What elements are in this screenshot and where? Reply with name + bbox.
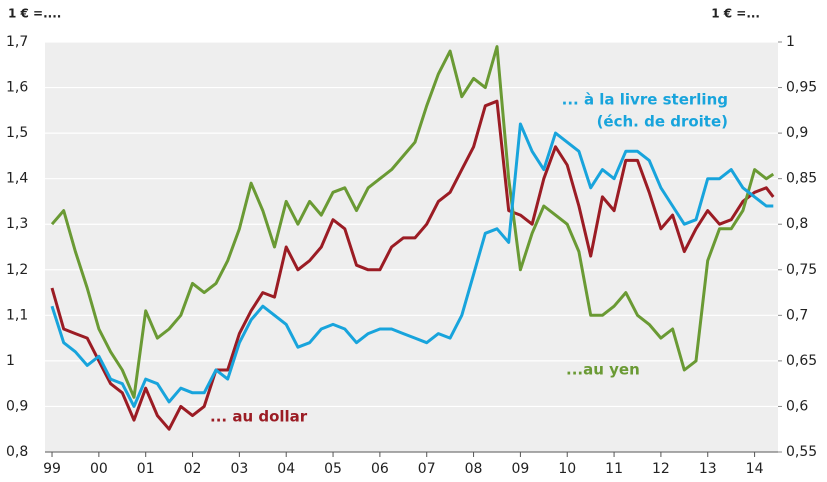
annotation: ... au dollar <box>210 408 308 426</box>
x-tick-label: 07 <box>418 461 436 477</box>
y2-tick-label: 0,9 <box>786 125 808 141</box>
x-tick-label: 05 <box>324 461 342 477</box>
y2-tick-label: 0,95 <box>786 80 817 96</box>
series-line <box>50 122 774 408</box>
x-tick-label: 04 <box>277 461 295 477</box>
y2-tick-label: 0,8 <box>786 216 808 232</box>
x-tick-label: 02 <box>184 461 202 477</box>
series-line <box>50 99 775 431</box>
y-tick-label: 0,8 <box>6 444 28 460</box>
y-tick-label: 1,3 <box>6 216 28 232</box>
y-tick-label: 1,5 <box>6 125 28 141</box>
x-tick-label: 11 <box>605 461 623 477</box>
x-tick-label: 12 <box>652 461 670 477</box>
annotation: ...au yen <box>566 361 640 379</box>
x-tick-label: 14 <box>746 461 764 477</box>
y2-tick-label: 0,6 <box>786 398 808 414</box>
y2-tick-label: 0,75 <box>786 262 817 278</box>
y-tick-label: 1 <box>6 353 15 369</box>
annotation: ... à la livre sterling <box>562 91 728 109</box>
y-axis-label: 1 € =.... <box>8 7 61 21</box>
y-tick-label: 0,9 <box>6 398 28 414</box>
x-tick-label: 99 <box>43 461 61 477</box>
x-tick-label: 09 <box>511 461 529 477</box>
x-tick-label: 13 <box>699 461 717 477</box>
x-tick-label: 08 <box>465 461 483 477</box>
y-tick-label: 1,7 <box>6 34 28 50</box>
x-tick-label: 01 <box>137 461 155 477</box>
x-tick-label: 10 <box>558 461 576 477</box>
x-tick-label: 06 <box>371 461 389 477</box>
x-tick-label: 00 <box>90 461 108 477</box>
y2-tick-label: 0,65 <box>786 353 817 369</box>
y-tick-label: 1,1 <box>6 307 28 323</box>
plot-area <box>45 42 778 452</box>
y2-tick-label: 1 <box>786 34 795 50</box>
y2-axis-label: 1 € =... <box>711 7 760 21</box>
y-tick-label: 1,4 <box>6 171 28 187</box>
y2-tick-label: 0,7 <box>786 307 808 323</box>
y-tick-label: 1,6 <box>6 80 28 96</box>
series-line <box>50 45 775 399</box>
y2-tick-label: 0,55 <box>786 444 817 460</box>
y2-tick-label: 0,85 <box>786 171 817 187</box>
y-tick-label: 1,2 <box>6 262 28 278</box>
annotation: (éch. de droite) <box>597 113 728 131</box>
x-tick-label: 03 <box>230 461 248 477</box>
